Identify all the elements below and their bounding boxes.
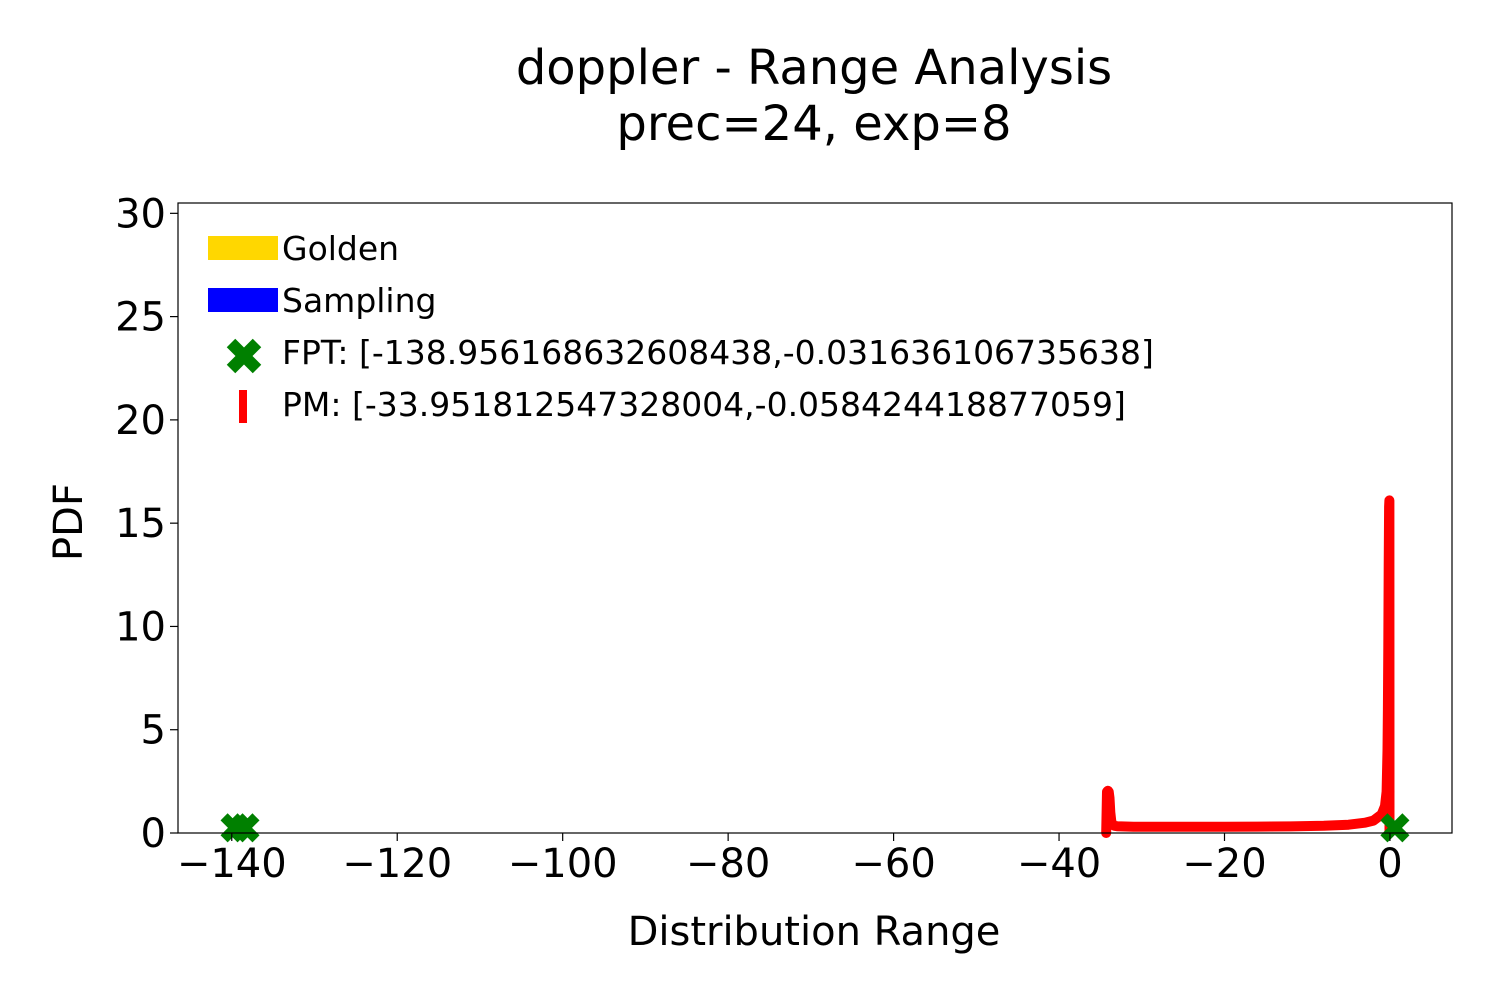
y-axis: 0 5 10 15 20 25 30 <box>115 191 178 857</box>
y-tick-label: 0 <box>141 811 166 857</box>
chart-title-line2: prec=24, exp=8 <box>616 96 1011 152</box>
legend-label: Golden <box>282 229 399 268</box>
y-tick-label: 25 <box>115 295 166 341</box>
legend-item: FPT: [-138.956168632608438,-0.0316361067… <box>226 333 1154 374</box>
legend-label: Sampling <box>282 281 436 320</box>
series-line-pm <box>1101 495 1395 838</box>
y-tick-label: 30 <box>115 191 166 237</box>
legend-item: PM: [-33.951812547328004,-0.058424418877… <box>239 385 1126 424</box>
fpt-point <box>1380 813 1410 843</box>
chart-title-line1: doppler - Range Analysis <box>516 40 1112 96</box>
y-tick-label: 20 <box>115 398 166 444</box>
y-tick-label: 15 <box>115 501 166 547</box>
x-tick-label: −80 <box>686 841 770 887</box>
y-tick-label: 5 <box>141 708 166 754</box>
x-tick-label: −100 <box>508 841 618 887</box>
legend-item: Sampling <box>208 281 436 320</box>
legend-swatch <box>208 236 278 260</box>
legend-item: Golden <box>208 229 399 268</box>
x-axis-label: Distribution Range <box>628 909 1001 955</box>
x-tick-label: −140 <box>177 841 287 887</box>
x-tick-label: −40 <box>1017 841 1101 887</box>
legend-vline-marker <box>239 390 247 423</box>
y-axis-label: PDF <box>46 483 92 561</box>
legend-label: FPT: [-138.956168632608438,-0.0316361067… <box>282 333 1154 372</box>
y-tick-label: 10 <box>115 604 166 650</box>
plot-frame <box>177 202 1453 834</box>
x-tick-label: −120 <box>342 841 452 887</box>
fpt-point <box>230 813 260 843</box>
x-axis: −140 −120 −100 −80 −60 −40 −20 0 <box>177 833 1403 887</box>
legend: Golden Sampling FPT: [-138.956168632608438… <box>208 229 1154 424</box>
legend-x-marker <box>226 338 262 374</box>
x-tick-label: 0 <box>1377 841 1402 887</box>
x-tick-label: −20 <box>1182 841 1266 887</box>
x-tick-label: −60 <box>851 841 935 887</box>
legend-label: PM: [-33.951812547328004,-0.058424418877… <box>282 385 1126 424</box>
plot-area <box>220 495 1410 843</box>
legend-swatch <box>208 288 278 312</box>
